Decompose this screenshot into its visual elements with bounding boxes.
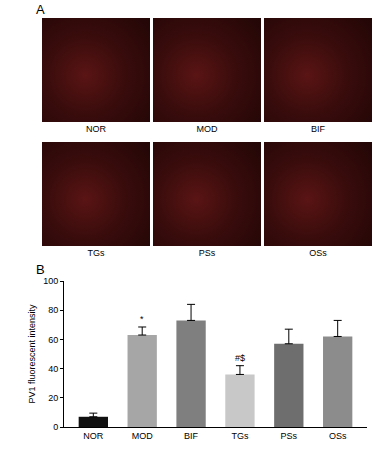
- html-text:A: A: [36, 2, 45, 17]
- svg-text:40: 40: [48, 364, 58, 374]
- svg-text:PSs: PSs: [281, 431, 298, 441]
- svg-text:0: 0: [53, 422, 58, 432]
- html-text:OSs: OSs: [309, 248, 327, 258]
- html-text:NOR: NOR: [86, 124, 106, 134]
- svg-text:TGs: TGs: [231, 431, 248, 441]
- html-text:TGs: TGs: [87, 248, 105, 258]
- html-text:MOD: MOD: [196, 124, 218, 134]
- svg-text:100: 100: [43, 276, 58, 286]
- html-text:B: B: [36, 262, 45, 277]
- svg-text:MOD: MOD: [132, 431, 153, 441]
- html-text:BIF: BIF: [311, 124, 325, 134]
- svg-text:*: *: [140, 314, 144, 324]
- svg-text:#$: #$: [235, 353, 245, 363]
- svg-text:BIF: BIF: [184, 431, 199, 441]
- svg-text:80: 80: [48, 305, 58, 315]
- svg-text:20: 20: [48, 393, 58, 403]
- svg-text:PV1 fluorescent intensity: PV1 fluorescent intensity: [27, 304, 37, 404]
- svg-text:NOR: NOR: [83, 431, 104, 441]
- svg-text:60: 60: [48, 335, 58, 345]
- html-text:PSs: PSs: [198, 248, 216, 258]
- svg-text:OSs: OSs: [329, 431, 347, 441]
